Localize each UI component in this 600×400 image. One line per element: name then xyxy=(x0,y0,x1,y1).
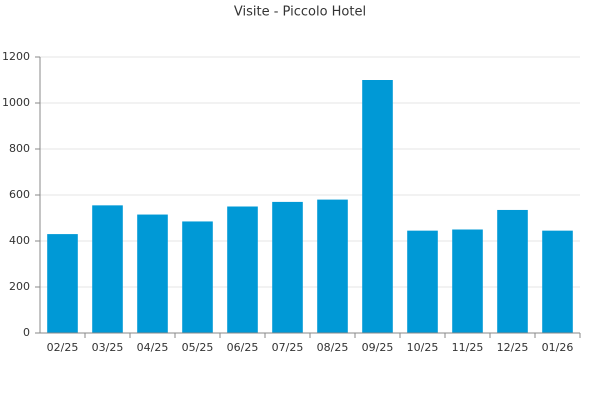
bar xyxy=(542,230,573,333)
x-tick-label: 02/25 xyxy=(47,341,79,354)
x-tick-label: 06/25 xyxy=(227,341,259,354)
bar xyxy=(497,209,528,333)
y-tick-label: 800 xyxy=(9,142,30,155)
bar xyxy=(137,214,168,333)
y-tick-label: 1000 xyxy=(2,96,30,109)
chart-title: Visite - Piccolo Hotel xyxy=(234,5,366,20)
x-tick-label: 04/25 xyxy=(137,341,169,354)
x-tick-label: 01/26 xyxy=(542,341,574,354)
y-tick-label: 600 xyxy=(9,188,30,201)
bar xyxy=(452,229,483,333)
bar xyxy=(272,201,303,333)
x-tick-label: 08/25 xyxy=(317,341,349,354)
x-tick-label: 07/25 xyxy=(272,341,304,354)
bar xyxy=(92,205,123,333)
x-tick-label: 10/25 xyxy=(407,341,439,354)
x-tick-label: 05/25 xyxy=(182,341,214,354)
y-tick-label: 200 xyxy=(9,280,30,293)
bar xyxy=(47,234,78,333)
x-tick-label: 03/25 xyxy=(92,341,124,354)
x-tick-label: 12/25 xyxy=(497,341,529,354)
bar xyxy=(407,230,438,333)
bar xyxy=(182,221,213,333)
bar xyxy=(227,206,258,333)
x-tick-label: 11/25 xyxy=(452,341,484,354)
bar xyxy=(317,199,348,333)
y-tick-label: 1200 xyxy=(2,50,30,63)
bar xyxy=(362,80,393,333)
y-tick-label: 0 xyxy=(23,326,30,339)
x-tick-label: 09/25 xyxy=(362,341,394,354)
y-tick-label: 400 xyxy=(9,234,30,247)
